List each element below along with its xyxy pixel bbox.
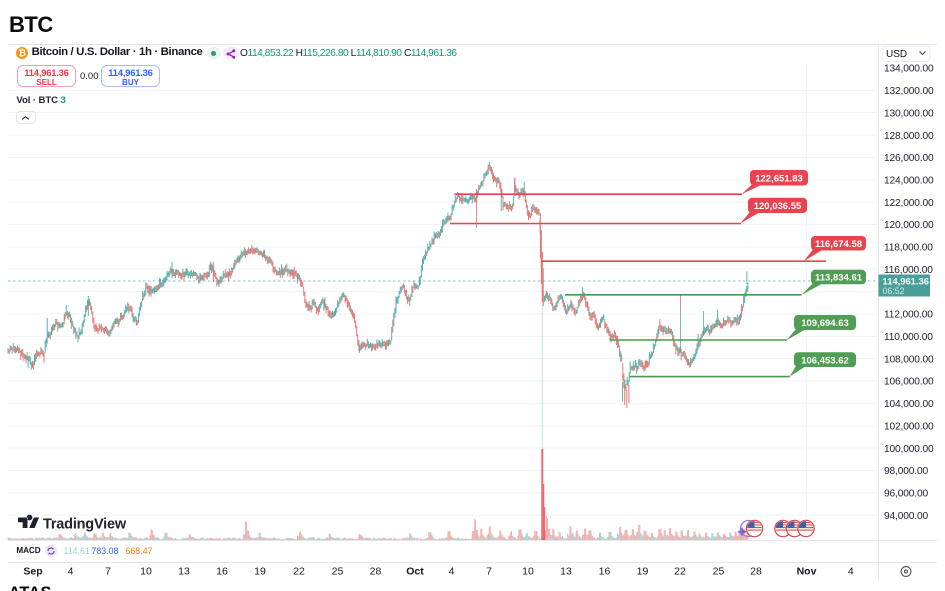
svg-text:102,000.00: 102,000.00 — [884, 422, 934, 433]
svg-text:120,000.00: 120,000.00 — [884, 220, 934, 231]
svg-text:94,000.00: 94,000.00 — [884, 511, 928, 522]
svg-text:19: 19 — [254, 566, 266, 578]
svg-text:25: 25 — [332, 566, 344, 578]
svg-text:4: 4 — [68, 566, 74, 578]
svg-text:22: 22 — [674, 566, 686, 578]
svg-text:10: 10 — [522, 566, 534, 578]
svg-text:118,000.00: 118,000.00 — [884, 243, 933, 254]
svg-text:122,651.83: 122,651.83 — [755, 173, 803, 184]
svg-text:28: 28 — [370, 566, 382, 578]
svg-text:113,834.61: 113,834.61 — [815, 273, 863, 284]
svg-text:116,000.00: 116,000.00 — [884, 265, 933, 276]
svg-text:106,000.00: 106,000.00 — [884, 377, 934, 388]
svg-text:22: 22 — [293, 566, 305, 578]
svg-text:134,000.00: 134,000.00 — [884, 64, 934, 75]
svg-text:106,453.62: 106,453.62 — [801, 355, 849, 366]
svg-text:13: 13 — [560, 566, 572, 578]
svg-text:122,000.00: 122,000.00 — [884, 198, 934, 209]
svg-text:120,036.55: 120,036.55 — [754, 201, 802, 212]
svg-text:10: 10 — [140, 566, 152, 578]
svg-text:132,000.00: 132,000.00 — [884, 86, 934, 97]
svg-text:108,000.00: 108,000.00 — [884, 354, 934, 365]
svg-text:130,000.00: 130,000.00 — [884, 108, 934, 119]
svg-text:USD: USD — [886, 49, 907, 60]
svg-text:16: 16 — [599, 566, 611, 578]
svg-text:4: 4 — [449, 566, 455, 578]
svg-text:19: 19 — [637, 566, 649, 578]
svg-text:109,694.63: 109,694.63 — [801, 318, 849, 329]
svg-text:98,000.00: 98,000.00 — [884, 466, 928, 477]
svg-text:128,000.00: 128,000.00 — [884, 131, 934, 142]
svg-text:4: 4 — [848, 566, 854, 578]
svg-text:Nov: Nov — [797, 566, 817, 578]
svg-text:114,961.36: 114,961.36 — [883, 275, 929, 286]
svg-text:110,000.00: 110,000.00 — [884, 332, 933, 343]
svg-text:104,000.00: 104,000.00 — [884, 399, 934, 410]
svg-text:Sep: Sep — [23, 566, 42, 578]
svg-text:126,000.00: 126,000.00 — [884, 153, 934, 164]
svg-text:96,000.00: 96,000.00 — [884, 489, 928, 500]
svg-text:7: 7 — [105, 566, 111, 578]
svg-text:13: 13 — [178, 566, 190, 578]
svg-text:124,000.00: 124,000.00 — [884, 176, 934, 187]
svg-text:06:52: 06:52 — [883, 286, 905, 296]
svg-text:TradingView: TradingView — [43, 517, 127, 533]
svg-text:28: 28 — [750, 566, 762, 578]
svg-text:16: 16 — [216, 566, 228, 578]
svg-text:25: 25 — [713, 566, 725, 578]
svg-text:Oct: Oct — [406, 566, 424, 578]
svg-text:112,000.00: 112,000.00 — [884, 310, 933, 321]
svg-text:100,000.00: 100,000.00 — [884, 444, 934, 455]
svg-text:7: 7 — [486, 566, 492, 578]
svg-text:116,674.58: 116,674.58 — [815, 239, 862, 250]
